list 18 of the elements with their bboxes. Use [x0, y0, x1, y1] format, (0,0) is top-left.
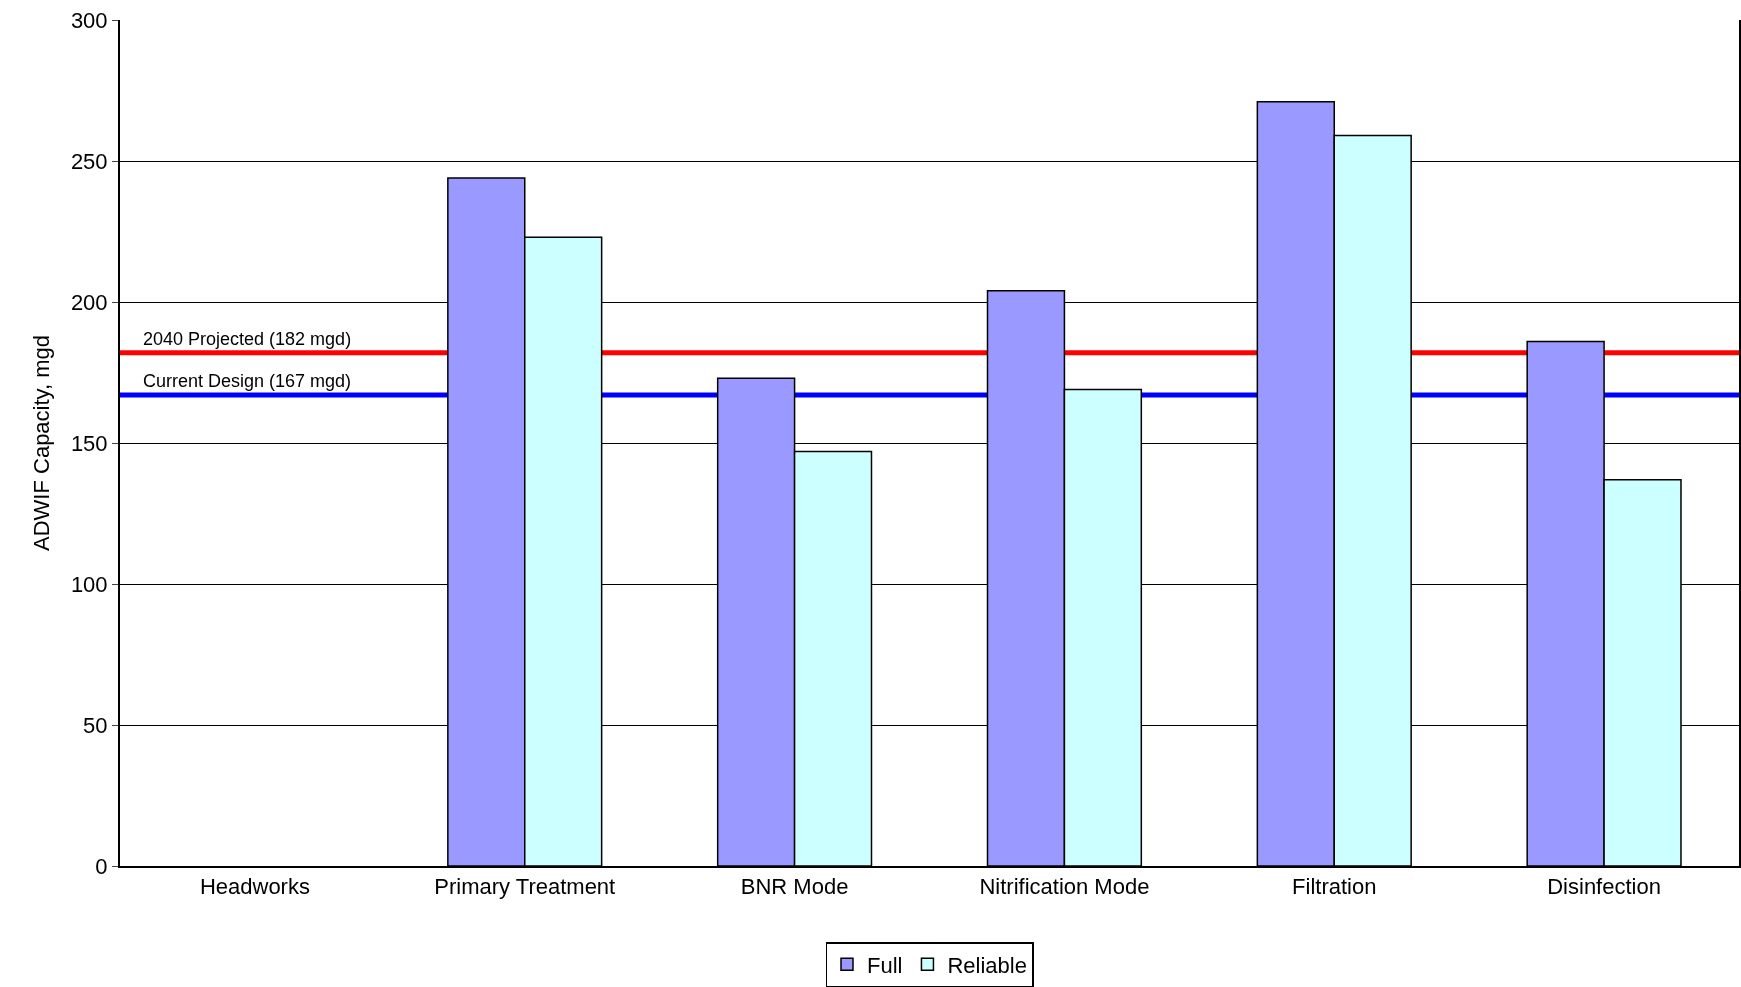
y-tick-label: 0 — [95, 853, 108, 879]
legend-label: Full — [867, 952, 903, 978]
y-tick-label: 100 — [70, 571, 108, 597]
y-tick-label: 300 — [70, 7, 108, 33]
y-tick-label: 150 — [70, 430, 108, 456]
x-tick-label: Filtration — [1292, 874, 1377, 900]
y-axis-title: ADWIF Capacity, mgd — [29, 335, 55, 551]
legend-label: Reliable — [947, 952, 1027, 978]
y-tick-label: 200 — [70, 289, 108, 315]
y-tick-label: 50 — [83, 712, 108, 738]
x-tick-label: Disinfection — [1547, 874, 1661, 900]
x-tick-label: Nitrification Mode — [979, 874, 1150, 900]
y-tick-label: 250 — [70, 148, 108, 174]
ref-line-label: Current Design (167 mgd) — [143, 371, 352, 391]
x-tick-label: Headworks — [199, 874, 310, 900]
ref-line-label: 2040 Projected (182 mgd) — [143, 329, 352, 349]
x-tick-label: Primary Treatment — [434, 874, 616, 900]
x-tick-label: BNR Mode — [740, 874, 849, 900]
